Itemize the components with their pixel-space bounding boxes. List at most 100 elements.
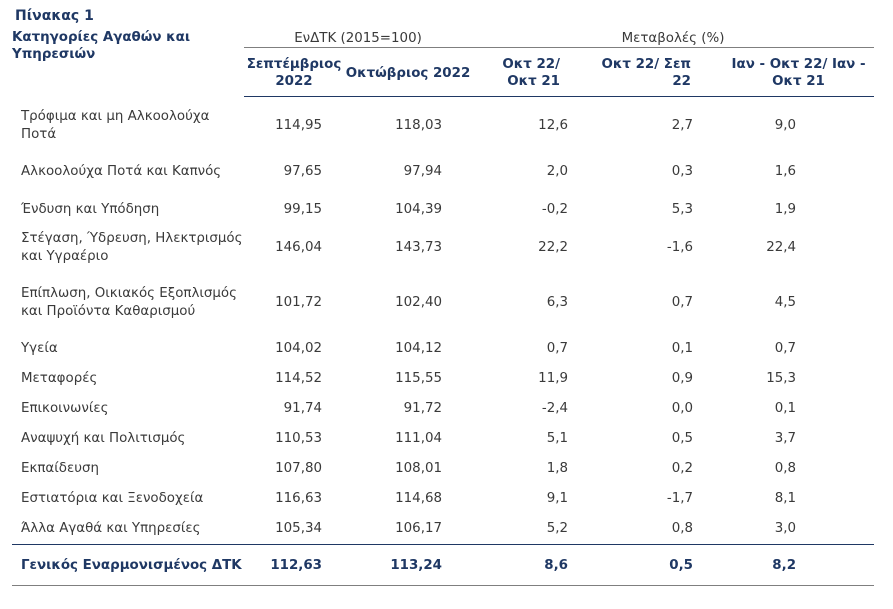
total-value: 8,2 <box>713 544 875 586</box>
cell-value: 0,7 <box>546 341 568 356</box>
total-value: 112,63 <box>244 544 344 586</box>
cell-value: 0,5 <box>671 431 693 446</box>
cell-value: 0,0 <box>671 401 693 416</box>
cell-value: 22,2 <box>538 240 568 255</box>
row-label: Στέγαση, Ύδρευση, Ηλεκτρισμός και Υγραέρ… <box>21 231 243 264</box>
cell-value: -1,6 <box>666 240 693 255</box>
table-row: Ένδυση και Υπόδηση 99,15 104,39 -0,2 5,3… <box>12 195 874 225</box>
cell-value: 0,8 <box>671 521 693 536</box>
cell-value: 22,4 <box>766 240 797 255</box>
col-header-oct-2022: Οκτώβριος 2022 <box>344 47 472 97</box>
total-row: Γενικός Εναρμονισμένος ΔΤΚ 112,63 113,24… <box>12 544 875 586</box>
cell-value: 143,73 <box>395 240 442 255</box>
cell-value: 11,9 <box>538 371 568 386</box>
table-row: Εστιατόρια και Ξενοδοχεία 116,63 114,68 … <box>12 484 874 514</box>
total-label: Γενικός Εναρμονισμένος ΔΤΚ <box>12 544 244 586</box>
cell-value: -0,2 <box>541 202 568 217</box>
row-label: Επίπλωση, Οικιακός Εξοπλισμός και Προϊόν… <box>21 285 237 319</box>
row-label: Εκπαίδευση <box>21 461 99 476</box>
cell-value: 110,53 <box>275 431 322 446</box>
row-label: Τρόφιμα και μη Αλκοολούχα Ποτά <box>21 108 210 142</box>
row-label: Ένδυση και Υπόδηση <box>21 202 160 217</box>
cell-value: 2,0 <box>546 164 568 179</box>
table-row: Αλκοολούχα Ποτά και Καπνός 97,65 97,94 2… <box>12 149 874 195</box>
table-row: Επίπλωση, Οικιακός Εξοπλισμός και Προϊόν… <box>12 271 874 334</box>
col-header-mom: Οκτ 22/ Σεπ 22 <box>600 47 713 97</box>
cell-value: 91,74 <box>283 401 322 416</box>
cpi-table: Κατηγορίες Αγαθών και Υπηρεσιών ΕνΔΤΚ (2… <box>12 27 875 586</box>
cell-value: 115,55 <box>395 371 442 386</box>
cell-value: 15,3 <box>766 371 797 386</box>
row-label: Αναψυχή και Πολιτισμός <box>21 431 186 446</box>
table-row: Στέγαση, Ύδρευση, Ηλεκτρισμός και Υγραέρ… <box>12 225 874 271</box>
table-title: Πίνακας 1 <box>15 8 94 24</box>
cell-value: 0,3 <box>671 164 693 179</box>
cell-value: 3,7 <box>774 431 797 446</box>
cell-value: 0,1 <box>774 401 797 416</box>
total-value: 8,6 <box>472 544 600 586</box>
cell-value: 0,7 <box>774 341 797 356</box>
change-group-header: Μεταβολές (%) <box>472 27 875 48</box>
row-label: Εστιατόρια και Ξενοδοχεία <box>21 491 204 506</box>
cell-value: 0,7 <box>671 294 693 310</box>
row-label: Υγεία <box>21 341 58 356</box>
cell-value: 12,6 <box>538 118 568 133</box>
cell-value: 6,3 <box>546 294 568 310</box>
cell-value: 5,1 <box>546 431 568 446</box>
cell-value: 9,1 <box>546 491 568 506</box>
cell-value: 5,2 <box>546 521 568 536</box>
total-value: 0,5 <box>600 544 713 586</box>
cell-value: 104,12 <box>395 341 442 356</box>
cell-value: 146,04 <box>275 240 322 255</box>
table-row: Αναψυχή και Πολιτισμός 110,53 111,04 5,1… <box>12 424 874 454</box>
cell-value: 1,8 <box>546 461 568 476</box>
cell-value: 0,1 <box>671 341 693 356</box>
col-header-yoy: Οκτ 22/ Οκτ 21 <box>472 47 600 97</box>
row-label: Μεταφορές <box>21 371 98 386</box>
cell-value: 104,02 <box>275 341 322 356</box>
cell-value: 97,94 <box>403 164 442 179</box>
cell-value: 114,95 <box>275 118 322 133</box>
cell-value: 107,80 <box>275 461 322 476</box>
cell-value: 105,34 <box>275 521 322 536</box>
cell-value: 101,72 <box>275 294 322 310</box>
cell-value: 106,17 <box>395 521 442 536</box>
cell-value: -2,4 <box>541 401 568 416</box>
row-label: Άλλα Αγαθά και Υπηρεσίες <box>21 521 201 536</box>
table-row: Υγεία 104,02 104,12 0,7 0,1 0,7 <box>12 334 874 364</box>
table-row: Επικοινωνίες 91,74 91,72 -2,4 0,0 0,1 <box>12 394 874 424</box>
cell-value: 114,52 <box>275 371 322 386</box>
cell-value: 5,3 <box>671 202 693 217</box>
cell-value: 118,03 <box>395 118 442 133</box>
col-header-sep-2022: Σεπτέμβριος 2022 <box>244 47 344 97</box>
table-row: Τρόφιμα και μη Αλκοολούχα Ποτά 114,95 11… <box>12 97 874 150</box>
cell-value: 9,0 <box>774 118 797 133</box>
category-header: Κατηγορίες Αγαθών και Υπηρεσιών <box>12 30 191 62</box>
row-label: Επικοινωνίες <box>21 401 109 416</box>
cell-value: 2,7 <box>671 118 693 133</box>
cell-value: 1,9 <box>774 202 797 217</box>
index-group-header: ΕνΔΤΚ (2015=100) <box>244 27 472 48</box>
cell-value: 108,01 <box>395 461 442 476</box>
table-row: Εκπαίδευση 107,80 108,01 1,8 0,2 0,8 <box>12 454 874 484</box>
cell-value: -1,7 <box>666 491 693 506</box>
cell-value: 111,04 <box>395 431 442 446</box>
cell-value: 99,15 <box>283 202 322 217</box>
col-header-ytd: Ιαν - Οκτ 22/ Ιαν - Οκτ 21 <box>713 47 875 97</box>
cell-value: 102,40 <box>395 294 442 310</box>
cell-value: 0,9 <box>671 371 693 386</box>
cell-value: 104,39 <box>395 202 442 217</box>
cell-value: 4,5 <box>774 294 797 310</box>
cell-value: 97,65 <box>283 164 322 179</box>
table-row: Άλλα Αγαθά και Υπηρεσίες 105,34 106,17 5… <box>12 514 874 545</box>
row-label: Αλκοολούχα Ποτά και Καπνός <box>21 164 222 179</box>
cell-value: 116,63 <box>275 491 322 506</box>
cell-value: 91,72 <box>403 401 442 416</box>
total-value: 113,24 <box>344 544 472 586</box>
cell-value: 1,6 <box>774 164 797 179</box>
cell-value: 0,2 <box>671 461 693 476</box>
cell-value: 0,8 <box>774 461 797 476</box>
table-row: Μεταφορές 114,52 115,55 11,9 0,9 15,3 <box>12 364 874 394</box>
cell-value: 8,1 <box>774 491 797 506</box>
